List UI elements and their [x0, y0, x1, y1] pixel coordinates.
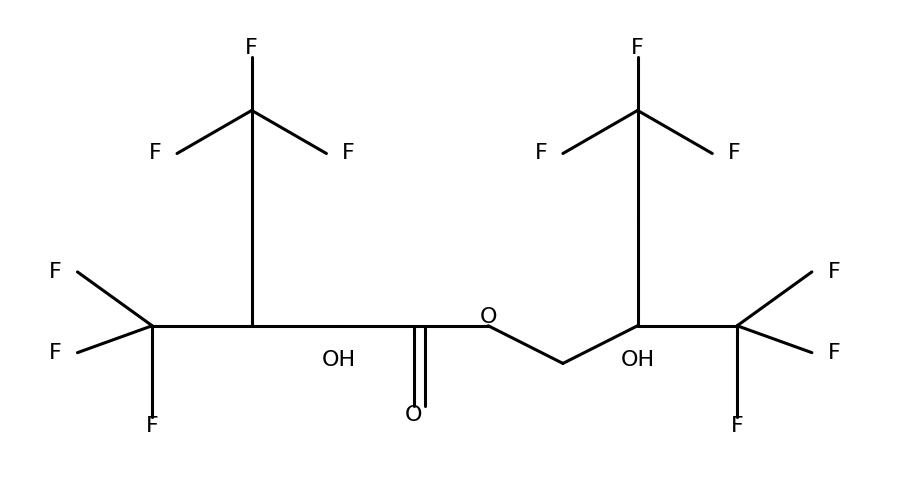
- Text: F: F: [631, 38, 644, 58]
- Text: OH: OH: [321, 350, 356, 370]
- Text: F: F: [342, 144, 355, 164]
- Text: F: F: [827, 343, 840, 363]
- Text: F: F: [49, 262, 62, 282]
- Text: F: F: [149, 144, 162, 164]
- Text: OH: OH: [620, 350, 655, 370]
- Text: F: F: [535, 144, 548, 164]
- Text: F: F: [728, 144, 741, 164]
- Text: F: F: [245, 38, 258, 58]
- Text: F: F: [827, 262, 840, 282]
- Text: F: F: [731, 416, 744, 436]
- Text: O: O: [479, 307, 497, 327]
- Text: F: F: [146, 416, 159, 436]
- Text: O: O: [405, 405, 422, 425]
- Text: F: F: [49, 343, 62, 363]
